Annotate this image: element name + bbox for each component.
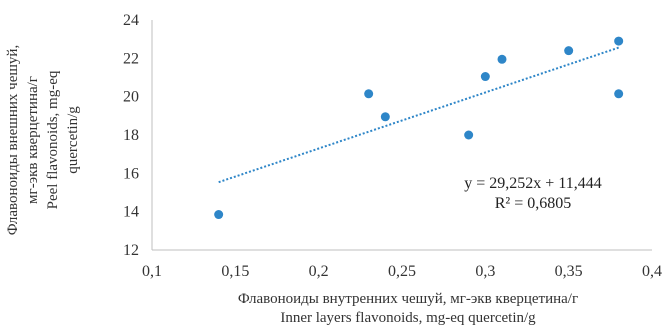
x-tick-label: 0,25 <box>388 263 416 280</box>
y-tick-labels: 12 14 16 18 20 22 24 <box>123 12 139 259</box>
data-point <box>614 36 624 46</box>
x-tick-label: 0,3 <box>475 263 495 280</box>
data-point <box>214 210 224 220</box>
y-tick-label: 24 <box>123 12 139 29</box>
y-tick-label: 14 <box>123 204 139 221</box>
x-tick-label: 0,1 <box>142 263 162 280</box>
data-point <box>380 112 390 122</box>
y-tick-label: 16 <box>123 165 139 182</box>
y-tick-label: 18 <box>123 127 139 144</box>
x-axis-title-line-2: Inner layers flavonoids, mg-eq quercetin… <box>280 310 536 326</box>
data-point <box>614 89 624 99</box>
y-axis-title-line-4: quercetin/g <box>65 106 81 174</box>
r-squared-value: R² = 0,6805 <box>495 195 572 212</box>
data-point <box>564 46 574 56</box>
data-point <box>480 72 490 82</box>
data-point <box>364 89 374 99</box>
x-tick-label: 0,2 <box>309 263 329 280</box>
x-tick-labels: 0,1 0,15 0,2 0,25 0,3 0,35 0,4 <box>142 263 662 280</box>
y-tick-label: 22 <box>123 50 139 67</box>
x-tick-label: 0,35 <box>555 263 583 280</box>
y-axis-title-line-1: Флавоноиды внешних чешуй, <box>5 45 21 235</box>
y-tick-label: 20 <box>123 89 139 106</box>
y-axis-title-line-3: Peel flavonoids, mg-eq <box>45 70 61 209</box>
data-point <box>464 130 474 140</box>
data-point <box>497 54 507 64</box>
trendline <box>218 46 619 184</box>
y-axis-title: Флавоноиды внешних чешуй, мг-экв кверцет… <box>5 45 81 235</box>
trendline-group <box>218 46 619 184</box>
x-tick-label: 0,4 <box>642 263 662 280</box>
x-axis-title-line-1: Флавоноиды внутренних чешуй, мг-экв квер… <box>238 291 578 307</box>
regression-equation: y = 29,252x + 11,444 <box>464 175 601 192</box>
regression-annotation: y = 29,252x + 11,444 R² = 0,6805 <box>464 175 601 212</box>
y-axis-title-line-2: мг-экв кверцетина/г <box>25 76 41 204</box>
y-tick-label: 12 <box>123 242 139 259</box>
x-tick-label: 0,15 <box>221 263 249 280</box>
x-axis-title: Флавоноиды внутренних чешуй, мг-экв квер… <box>238 291 578 326</box>
data-points <box>214 36 624 220</box>
